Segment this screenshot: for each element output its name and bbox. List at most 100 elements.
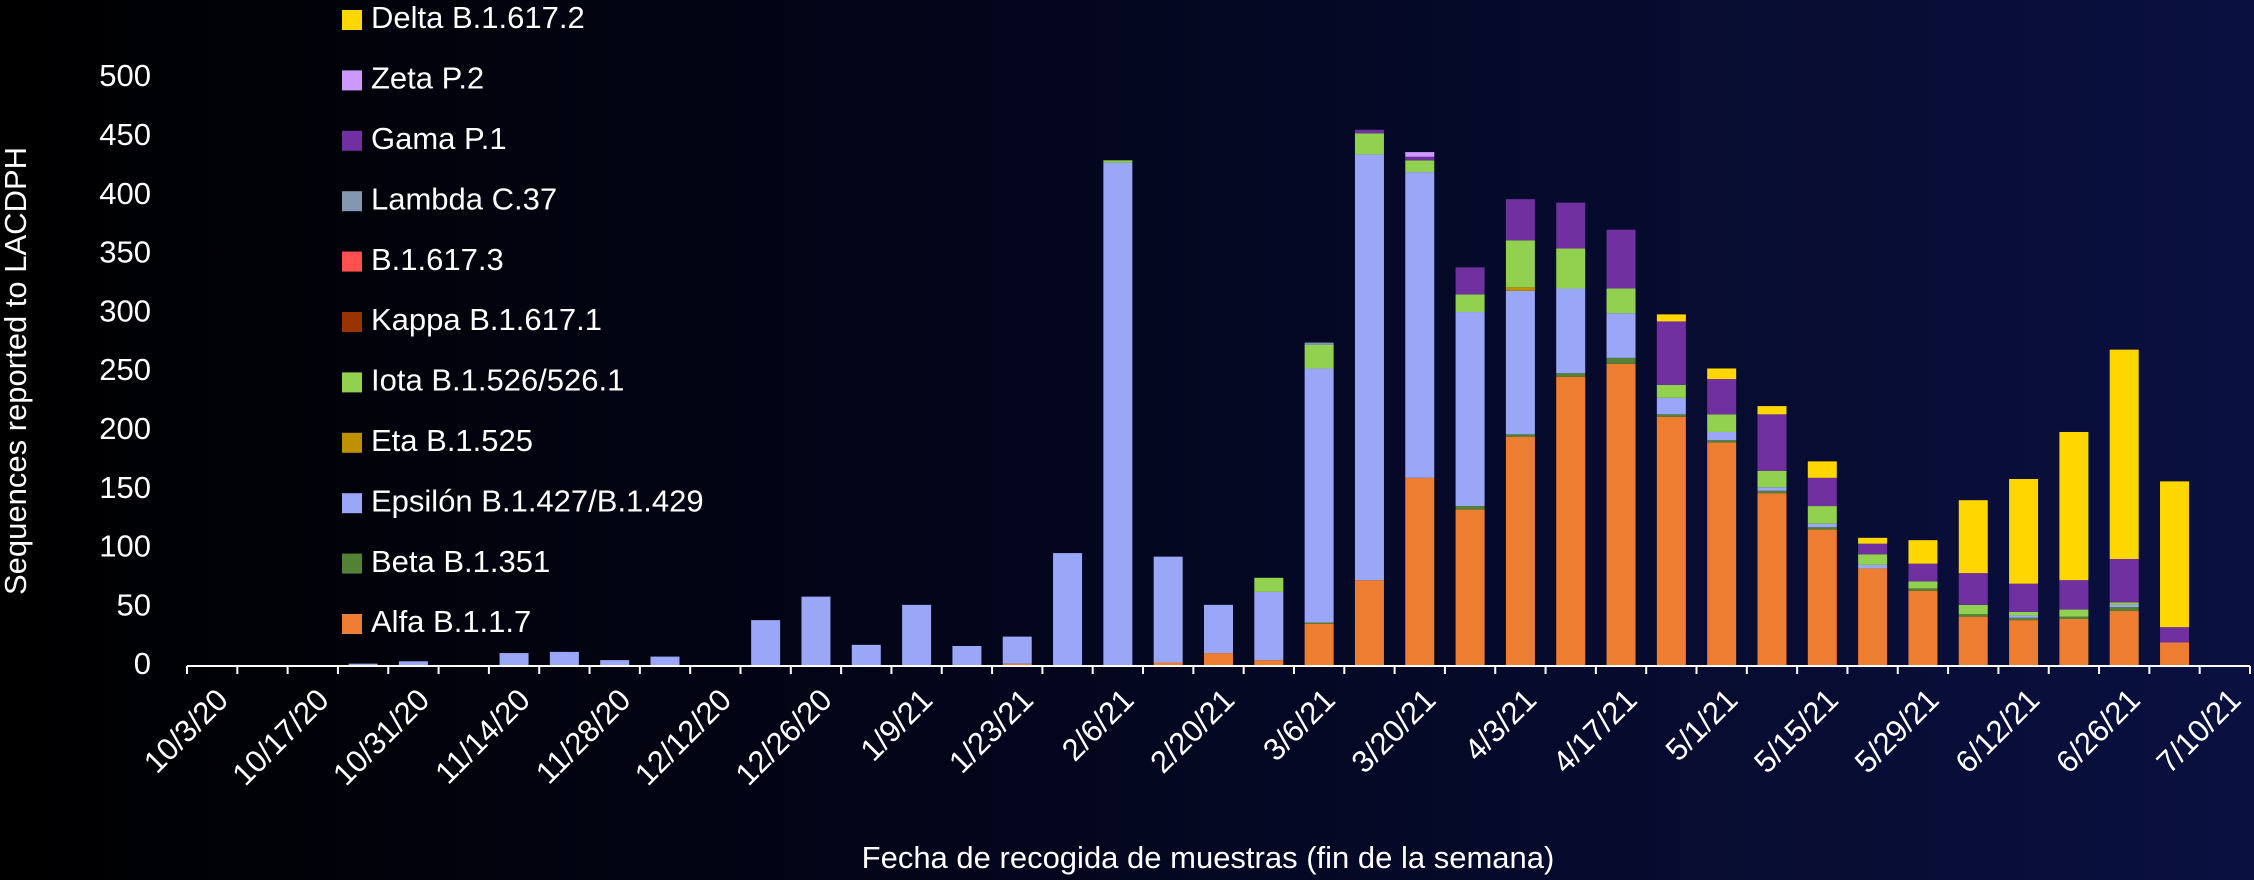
bar-segment — [1606, 357, 1636, 364]
bar-segment — [2160, 642, 2190, 666]
x-tick-label: 2/20/21 — [1143, 682, 1241, 780]
bar-segment — [1405, 477, 1435, 666]
legend-label: Alfa B.1.1.7 — [371, 604, 531, 639]
bar-segment — [1153, 662, 1183, 666]
bar-segment — [1656, 321, 1686, 385]
bar-segment — [398, 661, 428, 666]
legend-swatch — [342, 312, 362, 332]
bar-segment — [1958, 616, 1988, 666]
bar-segment — [1556, 373, 1586, 377]
bar-segment — [751, 620, 781, 666]
legend-label: Epsilón B.1.427/B.1.429 — [371, 483, 704, 518]
bar-segment — [1807, 506, 1837, 524]
bar-segment — [499, 653, 529, 666]
legend-label: Delta B.1.617.2 — [371, 0, 585, 35]
x-tick-label: 11/28/20 — [529, 682, 637, 790]
legend-swatch — [342, 251, 362, 272]
x-tick-label: 3/20/21 — [1345, 682, 1443, 780]
legend-swatch — [342, 130, 362, 151]
bar-segment — [1807, 529, 1837, 666]
x-tick-label: 4/17/21 — [1546, 682, 1644, 780]
bar-segment — [1958, 573, 1988, 605]
bar-segment — [2009, 617, 2039, 621]
x-axis-title: Fecha de recogida de muestras (fin de la… — [862, 840, 1555, 875]
legend-swatch — [342, 10, 362, 30]
legend-label: Lambda C.37 — [371, 181, 557, 216]
bar-segment — [1606, 288, 1636, 314]
bar-segment — [1354, 580, 1384, 666]
bar-segment — [1858, 543, 1888, 555]
bar-segment — [1455, 312, 1485, 507]
bar-segment — [1455, 506, 1485, 510]
bar-segment — [1757, 493, 1787, 666]
bar-segment — [1002, 636, 1032, 664]
bar-segment — [1908, 590, 1938, 666]
bar-segment — [1405, 172, 1435, 478]
bar-segment — [1354, 133, 1384, 155]
bar-segment — [1505, 290, 1535, 435]
bar-segment — [1707, 431, 1737, 441]
bar-segment — [1002, 663, 1032, 666]
y-tick-label: 450 — [99, 117, 151, 152]
bar-segment — [1807, 523, 1837, 528]
legend-label: Beta B.1.351 — [371, 544, 550, 579]
bar-segment — [1304, 344, 1334, 369]
bar-segment — [1455, 509, 1485, 666]
y-tick-label: 400 — [99, 176, 151, 211]
bar-segment — [348, 663, 378, 666]
bar-segment — [902, 604, 932, 666]
legend-swatch — [342, 70, 362, 91]
bar-segment — [1505, 434, 1535, 437]
x-tick-label: 4/3/21 — [1457, 682, 1543, 768]
bar-segment — [2109, 602, 2139, 605]
y-tick-label: 0 — [134, 646, 151, 681]
bar-segment — [1908, 581, 1938, 589]
bar-segment — [1354, 154, 1384, 581]
bar-segment — [1807, 477, 1837, 507]
bar-segment — [1354, 129, 1384, 134]
legend-swatch — [342, 372, 362, 393]
bar-segment — [549, 651, 579, 666]
bar-segment — [2009, 620, 2039, 666]
bar-segment — [2009, 615, 2039, 618]
bar-segment — [1707, 440, 1737, 443]
bar-segment — [1606, 313, 1636, 358]
bar-segment — [1757, 487, 1787, 491]
y-tick-label: 50 — [117, 587, 151, 622]
bar-segment — [1405, 160, 1435, 173]
bar-segment — [1103, 162, 1133, 666]
x-tick-label: 12/26/20 — [729, 682, 839, 792]
legend-swatch — [342, 614, 362, 634]
bar-segment — [1204, 604, 1233, 654]
bar-segment — [851, 644, 881, 666]
bar-segment — [2109, 604, 2139, 608]
bar-segment — [1707, 368, 1737, 380]
x-tick-label: 6/12/21 — [1948, 682, 2046, 780]
legend-label: Kappa B.1.617.1 — [371, 302, 602, 337]
bar-segment — [2059, 431, 2089, 581]
bar-segment — [801, 596, 831, 666]
x-tick-label: 5/1/21 — [1659, 682, 1745, 768]
bar-segment — [1656, 414, 1686, 417]
x-tick-label: 11/14/20 — [428, 682, 536, 790]
bar-segment — [1606, 229, 1636, 289]
bar-segment — [2009, 583, 2039, 612]
y-tick-label: 500 — [99, 58, 151, 93]
y-tick-label: 100 — [99, 529, 151, 564]
x-tick-label: 10/17/20 — [225, 682, 335, 792]
bar-segment — [1455, 294, 1485, 313]
bar-segment — [2109, 349, 2139, 559]
bar-segment — [2109, 610, 2139, 666]
bar-segment — [1505, 240, 1535, 288]
legend-label: Iota B.1.526/526.1 — [371, 363, 624, 398]
y-tick-label: 150 — [99, 470, 151, 505]
y-tick-label: 250 — [99, 352, 151, 387]
bar-segment — [1958, 614, 1988, 617]
bar-segment — [1505, 436, 1535, 666]
legend-label: Eta B.1.525 — [371, 423, 533, 458]
x-tick-label: 7/10/21 — [2150, 682, 2248, 780]
bar-segment — [1556, 248, 1586, 289]
bar-segment — [1304, 368, 1334, 623]
bar-segment — [1556, 202, 1586, 249]
